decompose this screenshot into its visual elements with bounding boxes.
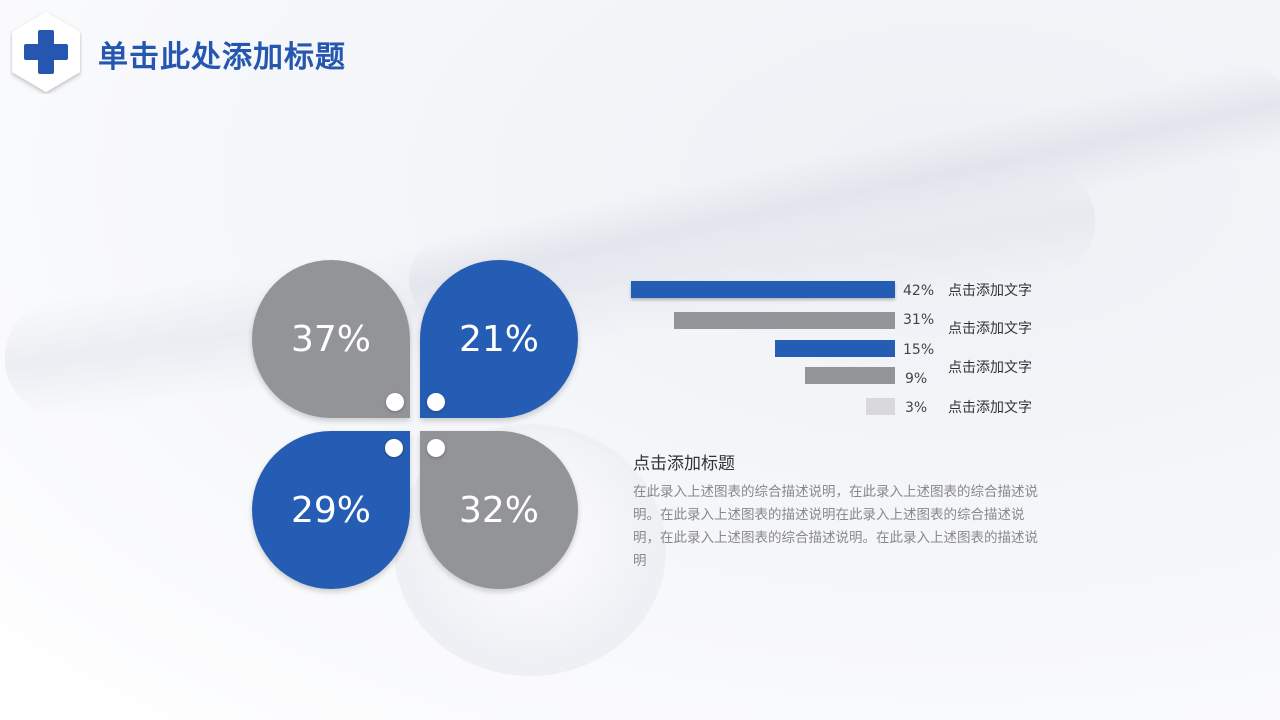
petal-bottom-right: 32% bbox=[420, 431, 578, 589]
bar-3 bbox=[775, 340, 895, 357]
bar-1 bbox=[631, 281, 895, 298]
petal-bottom-left: 29% bbox=[252, 431, 410, 589]
petal-dot bbox=[385, 439, 403, 457]
bar-percent: 15% bbox=[903, 342, 935, 358]
medical-cross-icon bbox=[12, 12, 80, 92]
petal-value: 32% bbox=[458, 489, 539, 531]
bar-percent: 31% bbox=[903, 312, 935, 328]
bar-percent: 3% bbox=[905, 400, 928, 416]
petal-value: 21% bbox=[458, 318, 539, 360]
petal-dot bbox=[427, 439, 445, 457]
bar-label: 点击添加文字 bbox=[948, 283, 1032, 299]
bar-4 bbox=[805, 367, 895, 384]
bar-label: 点击添加文字 bbox=[948, 321, 1032, 337]
section-title: 点击添加标题 bbox=[633, 454, 735, 474]
bar-2 bbox=[674, 312, 895, 329]
bar-percent: 9% bbox=[905, 371, 928, 387]
section-description: 在此录入上述图表的综合描述说明，在此录入上述图表的综合描述说明。在此录入上述图表… bbox=[633, 484, 1038, 569]
petal-top-left: 37% bbox=[252, 260, 410, 418]
page-title: 单击此处添加标题 bbox=[98, 40, 346, 75]
petal-value: 29% bbox=[290, 489, 371, 531]
bar-label: 点击添加文字 bbox=[948, 360, 1032, 376]
petal-dot bbox=[427, 393, 445, 411]
bar-percent: 42% bbox=[903, 283, 935, 299]
petal-top-right: 21% bbox=[420, 260, 578, 418]
petal-dot bbox=[386, 393, 404, 411]
bar-label: 点击添加文字 bbox=[948, 400, 1032, 416]
petal-value: 37% bbox=[290, 318, 371, 360]
bar-5 bbox=[866, 398, 895, 415]
